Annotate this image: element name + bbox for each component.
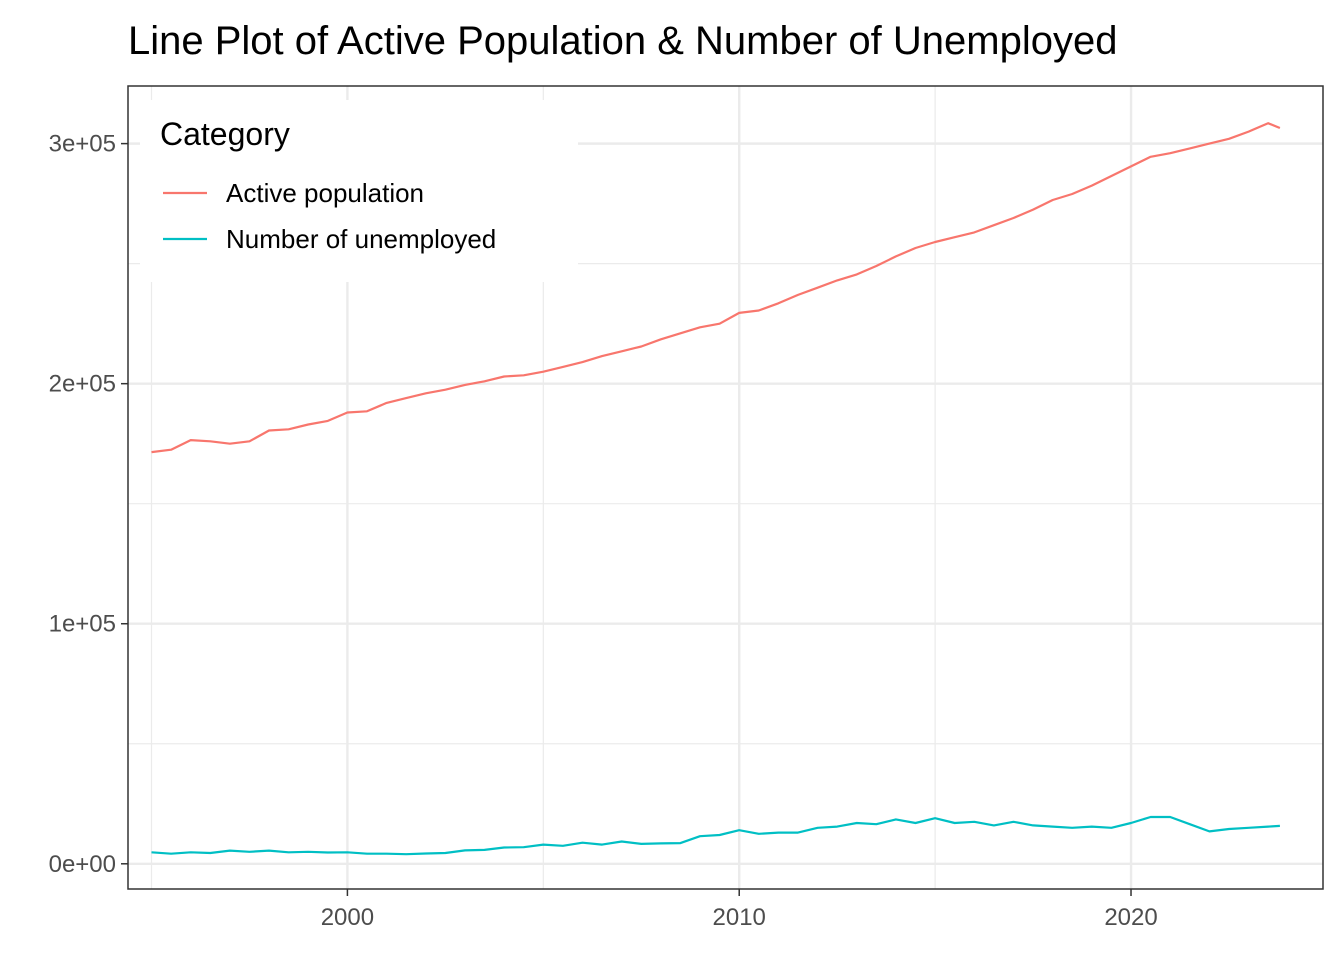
series-lines [151, 122, 1281, 856]
x-tick-label: 2000 [321, 904, 374, 931]
series-line-number-of-unemployed [151, 815, 1280, 856]
legend-label-number-of-unemployed: Number of unemployed [226, 224, 496, 254]
plot-panel-border [127, 85, 1324, 890]
legend: Category Active population Number of une… [140, 100, 578, 282]
x-tick-label: 2020 [1104, 904, 1157, 931]
legend-label-active-population: Active population [226, 178, 424, 208]
series-line-active-population [151, 122, 1281, 454]
y-tick-label: 3e+05 [49, 131, 116, 158]
y-axis: 0e+00 1e+05 2e+05 3e+05 [49, 131, 128, 878]
legend-background [140, 100, 578, 282]
y-tick-label: 2e+05 [49, 371, 116, 398]
legend-title: Category [160, 116, 290, 152]
x-tick-label: 2010 [713, 904, 766, 931]
chart-title: Line Plot of Active Population & Number … [128, 19, 1117, 63]
y-tick-label: 1e+05 [49, 611, 116, 638]
x-axis: 2000 2010 2020 [321, 889, 1158, 931]
y-tick-label: 0e+00 [49, 851, 116, 878]
